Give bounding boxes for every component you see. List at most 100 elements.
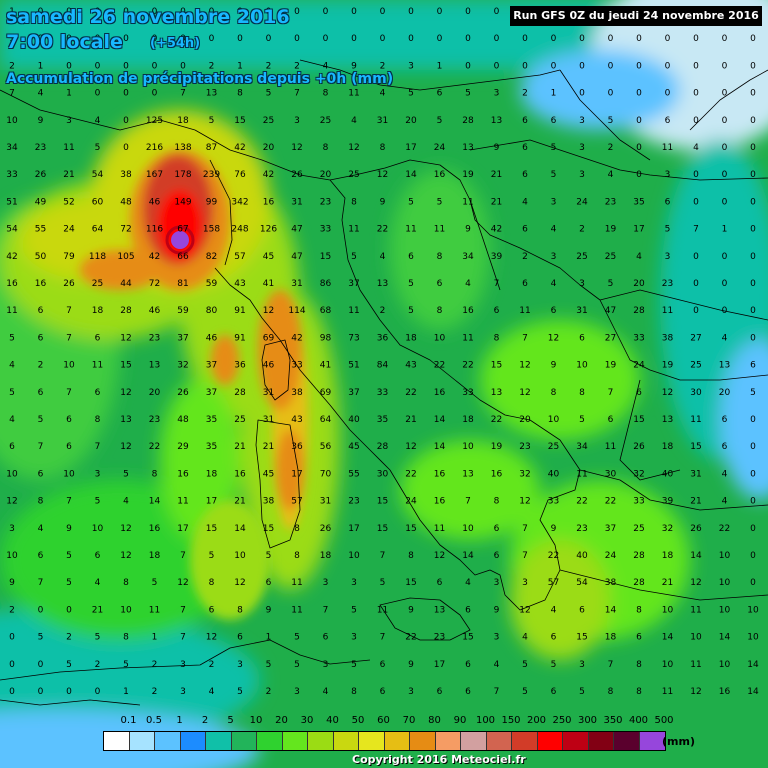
grid-value: 21 [92, 605, 103, 615]
grid-value: 0 [380, 34, 386, 44]
grid-value: 22 [576, 497, 587, 507]
grid-value: 158 [203, 225, 220, 235]
legend-swatch [639, 732, 665, 750]
grid-value: 15 [263, 524, 274, 534]
grid-value: 11 [405, 225, 416, 235]
grid-value: 6 [266, 578, 272, 588]
grid-value: 0 [750, 197, 756, 207]
grid-value: 0 [722, 279, 728, 289]
grid-value: 0 [636, 34, 642, 44]
grid-value: 40 [348, 415, 360, 425]
grid-value: 4 [380, 89, 386, 99]
grid-value: 6 [522, 170, 528, 180]
grid-value: 6 [209, 605, 215, 615]
grid-value: 0 [95, 89, 101, 99]
grid-value: 57 [291, 497, 302, 507]
grid-value: 2 [380, 61, 386, 71]
grid-value: 10 [747, 633, 759, 643]
grid-value: 76 [234, 170, 246, 180]
legend-label: 5 [227, 715, 234, 726]
grid-value: 54 [6, 225, 18, 235]
grid-value: 10 [6, 469, 18, 479]
grid-value: 10 [719, 605, 731, 615]
grid-value: 5 [551, 170, 557, 180]
grid-value: 0 [750, 442, 756, 452]
grid-value: 7 [180, 605, 186, 615]
grid-value: 7 [95, 442, 101, 452]
grid-value: 12 [120, 388, 131, 398]
grid-value: 15 [462, 633, 473, 643]
grid-value: 5 [579, 687, 585, 697]
grid-value: 12 [263, 306, 274, 316]
forecast-offset: (+54h) [150, 36, 201, 51]
grid-value: 32 [519, 469, 530, 479]
grid-value: 0 [750, 306, 756, 316]
grid-value: 16 [434, 469, 446, 479]
grid-value: 27 [605, 333, 616, 343]
grid-value: 45 [263, 252, 274, 262]
grid-value: 0 [465, 61, 471, 71]
grid-value: 0 [750, 497, 756, 507]
grid-value: 12 [377, 170, 388, 180]
grid-value: 2 [152, 660, 158, 670]
grid-value: 12 [234, 578, 245, 588]
grid-value: 3 [494, 89, 500, 99]
grid-value: 0 [237, 7, 243, 17]
grid-value: 22 [719, 524, 730, 534]
forecast-date: samedi 26 novembre 2016 [6, 6, 290, 28]
grid-value: 55 [348, 469, 359, 479]
grid-value: 87 [206, 143, 217, 153]
grid-value: 11 [348, 225, 359, 235]
grid-value: 8 [38, 497, 44, 507]
grid-value: 0 [465, 7, 471, 17]
grid-value: 22 [491, 415, 502, 425]
grid-value: 24 [576, 197, 588, 207]
grid-value: 3 [351, 633, 357, 643]
grid-value: 4 [608, 170, 614, 180]
grid-value: 23 [576, 524, 587, 534]
grid-value: 8 [351, 197, 357, 207]
grid-value: 0 [9, 687, 15, 697]
grid-value: 0 [266, 7, 272, 17]
grid-value: 31 [291, 279, 302, 289]
grid-value: 37 [348, 279, 359, 289]
grid-value: 19 [662, 361, 674, 371]
grid-value: 12 [434, 551, 445, 561]
grid-value: 7 [180, 89, 186, 99]
grid-value: 6 [551, 306, 557, 316]
grid-value: 8 [636, 660, 642, 670]
grid-value: 6 [38, 333, 44, 343]
grid-value: 34 [576, 442, 588, 452]
legend-label: 500 [654, 715, 674, 726]
grid-value: 25 [263, 116, 274, 126]
grid-value: 0 [579, 89, 585, 99]
grid-value: 6 [38, 388, 44, 398]
legend-label: 30 [300, 715, 314, 726]
grid-value: 7 [608, 388, 614, 398]
grid-value: 3 [180, 687, 186, 697]
grid-value: 7 [465, 497, 471, 507]
grid-value: 9 [38, 116, 44, 126]
grid-value: 73 [348, 333, 359, 343]
grid-value: 2 [266, 61, 272, 71]
grid-value: 239 [203, 170, 220, 180]
grid-value: 47 [605, 306, 616, 316]
grid-value: 8 [408, 551, 414, 561]
grid-value: 0 [636, 61, 642, 71]
grid-value: 5 [266, 660, 272, 670]
grid-value: 1 [152, 633, 158, 643]
grid-value: 5 [152, 578, 158, 588]
grid-value: 5 [95, 633, 101, 643]
grid-value: 30 [690, 388, 702, 398]
grid-value: 0 [750, 89, 756, 99]
grid-value: 6 [522, 143, 528, 153]
grid-value: 21 [234, 497, 245, 507]
grid-value: 8 [323, 143, 329, 153]
grid-value: 25 [690, 361, 701, 371]
legend-unit: (mm) [662, 735, 695, 748]
grid-value: 7 [66, 333, 72, 343]
grid-value: 4 [551, 225, 557, 235]
grid-value: 5 [408, 279, 414, 289]
grid-value: 11 [662, 306, 673, 316]
grid-value: 41 [320, 361, 331, 371]
